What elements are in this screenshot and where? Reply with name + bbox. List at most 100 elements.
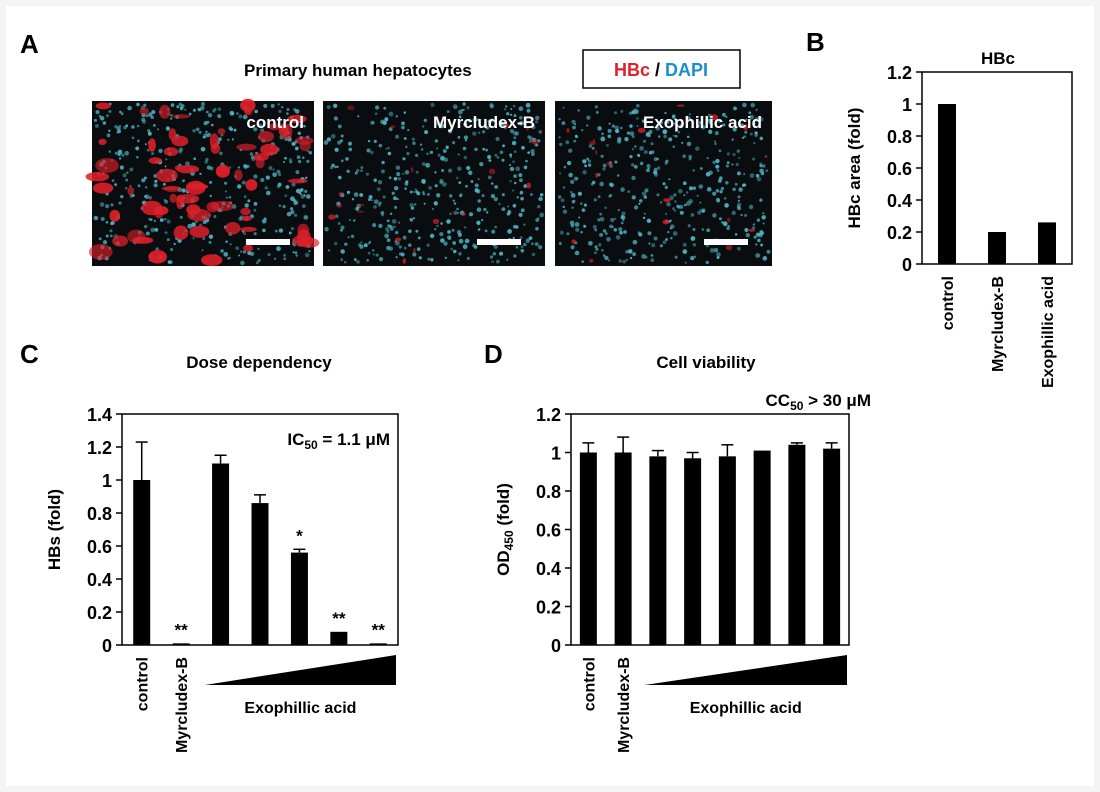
x-category-label: Myrcludex-B [616,657,633,753]
significance-label: * [296,526,303,545]
scale-bar [477,239,521,245]
panel-a: Primary human hepatocytes HBc / DAPI con… [85,49,772,266]
panel-label-d: D [484,339,503,369]
x-group-label: Exophillic acid [690,700,802,717]
bar [212,463,230,645]
x-category-label: Exophillic acid [1040,276,1057,388]
bar [251,503,269,645]
figure-svg: A B C D Primary human hepatocytes HBc / … [20,27,1073,753]
annotation-sub: 50 [304,438,318,452]
x-category-label: control [940,276,957,330]
y-tick-label: 0.2 [536,598,561,618]
hbc-stain [566,104,768,263]
chart-b: HBc 0 0.2 0.4 0.6 0.8 1 1.2 HBc area (fold) contr… [845,49,1073,388]
y-tick-label: 0.2 [887,223,912,243]
chart-annotation: CC50 > 30 μM [766,391,872,413]
plot-frame [570,413,850,646]
y-tick-label: 0.6 [536,521,561,541]
y-tick-label: 0.4 [87,570,112,590]
significance-label: ** [372,620,386,639]
x-category-label: Myrcludex-B [990,276,1007,372]
bar [330,631,348,645]
panel-label-c: C [20,339,39,369]
chart-c: Dose dependency 0 0.2 0.4 0.6 0.8 1 1.2 1.4 HBs (… [45,353,399,753]
significance-label: ** [332,609,346,628]
bar [579,452,597,645]
legend-box [582,49,741,89]
bar [823,448,841,645]
y-tick-label: 1 [902,95,912,115]
bar [938,104,956,264]
y-axis-label-sub: 450 [502,530,516,550]
bar [684,458,702,645]
micrograph-background [323,101,545,266]
chart-title: HBc [981,49,1015,68]
x-group-label: Exophillic acid [244,700,356,717]
x-category-label: Myrcludex-B [174,657,191,753]
chart-title: Dose dependency [186,353,332,372]
panel-label-b: B [806,27,825,57]
bar [988,232,1006,264]
y-tick-label: 0.6 [87,537,112,557]
chart-annotation: IC50 = 1.1 μM [287,430,390,452]
y-tick-label: 0.4 [887,191,912,211]
chart-d: Cell viability 0 0.2 0.4 0.6 0.8 1 1.2 OD450 (fo… [494,353,871,753]
y-tick-label: 0.8 [887,127,912,147]
micrograph-label: Myrcludex-B [433,113,535,132]
y-tick-label: 1.2 [536,405,561,425]
micrograph-label: control [246,113,304,132]
y-tick-label: 0.8 [536,482,561,502]
y-axis-label: HBc area (fold) [845,108,864,229]
micrograph-1: control [85,98,320,266]
x-category-label: control [581,657,598,711]
annotation-sub: 50 [790,399,804,413]
micrograph-2: Myrcludex-B [323,101,545,266]
y-tick-label: 1.2 [87,438,112,458]
bar [133,480,151,645]
legend-hbc: HBc [614,60,650,80]
y-tick-label: 0.4 [536,559,561,579]
y-axis-label-main: OD [494,550,513,576]
legend-dapi: DAPI [665,60,708,80]
micrograph-3: Exophillic acid [555,101,772,266]
bar [172,643,190,645]
y-tick-label: 0 [102,636,112,656]
y-tick-label: 0.8 [87,504,112,524]
annotation-suffix: > 30 μM [803,391,871,410]
y-tick-label: 0 [551,636,561,656]
dose-wedge [204,655,396,685]
nuclei-stain [557,102,771,265]
nuclei-stain [323,102,545,264]
y-tick-label: 0.2 [87,603,112,623]
y-tick-label: 0.6 [887,159,912,179]
panel-label-a: A [20,29,39,59]
y-tick-label: 1 [102,471,112,491]
x-category-label: control [135,657,152,711]
legend-text: HBc / DAPI [614,60,708,80]
micrographs: control Myrcludex-B Exophillic acid [85,98,772,266]
bar [753,450,771,645]
bar [1038,222,1056,264]
bar [649,456,667,645]
bar [290,552,308,645]
scale-bar [704,239,748,245]
hbc-stain [328,105,539,264]
dose-wedge [644,655,847,685]
y-tick-label: 1.4 [87,405,112,425]
bar [788,444,806,645]
y-tick-label: 1 [551,444,561,464]
y-tick-label: 1.2 [887,63,912,83]
y-axis-label-suffix: (fold) [494,483,513,530]
micrograph-label: Exophillic acid [643,113,762,132]
figure-canvas: A B C D Primary human hepatocytes HBc / … [6,6,1094,786]
annotation-prefix: IC [287,430,304,449]
significance-label: ** [175,620,189,639]
bar [614,452,632,645]
annotation-prefix: CC [766,391,791,410]
y-axis-label: OD450 (fold) [494,483,516,576]
y-tick-label: 0 [902,255,912,275]
y-axis-label: HBs (fold) [45,489,64,570]
scale-bar [246,239,290,245]
hbc-stain [85,98,320,266]
